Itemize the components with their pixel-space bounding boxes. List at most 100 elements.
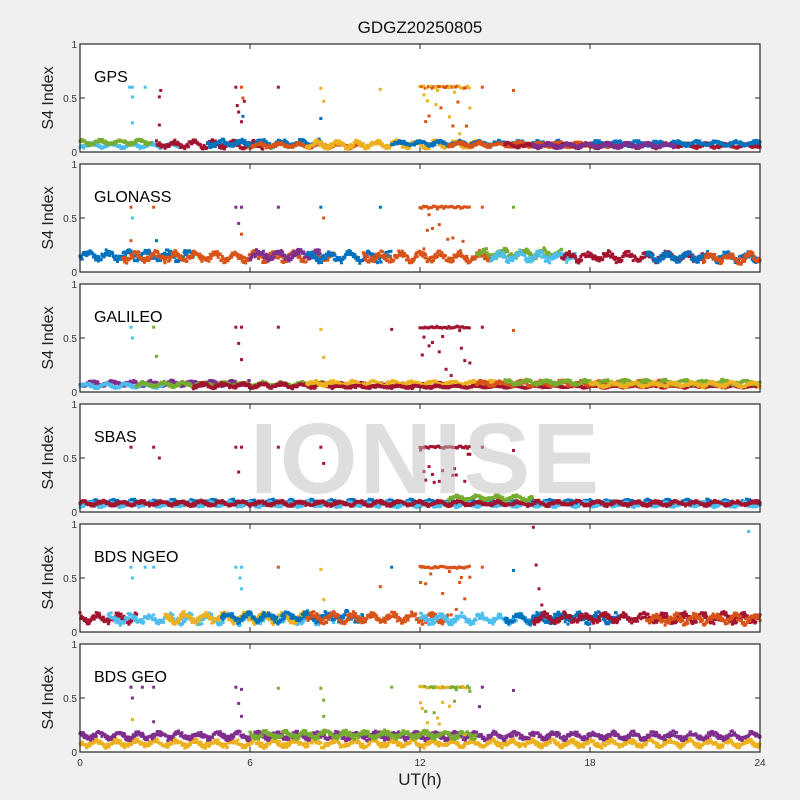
- data-point: [427, 114, 431, 118]
- data-point: [93, 253, 97, 257]
- data-point: [176, 259, 180, 263]
- data-point: [315, 249, 319, 253]
- data-point: [275, 144, 279, 148]
- data-point: [240, 120, 243, 124]
- data-point: [385, 259, 389, 263]
- data-point: [209, 145, 213, 149]
- data-point: [114, 254, 118, 258]
- data-point: [480, 205, 484, 209]
- data-point: [91, 252, 95, 256]
- data-point: [261, 249, 265, 253]
- data-point: [461, 239, 465, 243]
- data-point: [620, 258, 624, 262]
- data-point: [698, 139, 702, 143]
- data-point: [405, 258, 409, 262]
- data-point: [294, 253, 298, 257]
- data-point: [465, 254, 469, 258]
- data-point: [449, 84, 453, 88]
- data-point: [639, 143, 643, 147]
- data-point: [299, 259, 303, 263]
- data-point: [199, 254, 203, 258]
- data-point: [116, 259, 120, 263]
- data-point: [334, 139, 338, 143]
- data-point: [116, 257, 120, 261]
- data-point: [485, 251, 489, 255]
- data-point: [375, 142, 379, 146]
- data-point: [92, 142, 96, 146]
- data-points: [78, 84, 762, 151]
- data-point: [378, 87, 382, 91]
- data-point: [137, 250, 141, 254]
- data-point: [157, 95, 161, 99]
- data-point: [502, 253, 506, 257]
- data-point: [157, 123, 161, 127]
- data-point: [320, 261, 324, 265]
- data-point: [197, 255, 201, 259]
- data-point: [513, 256, 517, 260]
- data-point: [635, 146, 639, 150]
- data-point: [242, 256, 246, 260]
- data-point: [261, 147, 265, 151]
- data-point: [324, 256, 328, 260]
- data-point: [82, 146, 86, 150]
- data-point: [529, 252, 533, 256]
- data-point: [577, 140, 581, 144]
- data-point: [247, 258, 251, 262]
- data-point: [427, 258, 431, 262]
- data-point: [613, 257, 617, 261]
- data-point: [80, 257, 84, 261]
- data-point: [142, 260, 146, 264]
- data-point: [298, 141, 302, 145]
- data-point: [183, 147, 187, 151]
- data-point: [159, 256, 163, 260]
- data-point: [372, 260, 376, 264]
- data-point: [360, 144, 364, 148]
- data-point: [695, 147, 699, 151]
- data-point: [427, 146, 431, 150]
- data-point: [358, 261, 362, 265]
- data-point: [420, 85, 424, 89]
- data-point: [604, 254, 608, 258]
- data-point: [351, 255, 355, 259]
- data-point: [450, 85, 454, 89]
- data-point: [159, 258, 163, 262]
- data-point: [595, 258, 599, 262]
- data-point: [586, 250, 590, 254]
- data-point: [248, 142, 252, 146]
- data-point: [227, 141, 231, 145]
- data-point: [452, 253, 456, 257]
- data-point: [163, 146, 167, 150]
- data-point: [411, 259, 415, 263]
- data-point: [276, 256, 280, 260]
- data-point: [316, 258, 320, 262]
- data-point: [511, 259, 515, 263]
- data-point: [173, 138, 177, 142]
- data-point: [425, 228, 429, 232]
- data-point: [229, 140, 233, 144]
- data-point: [118, 143, 122, 147]
- axes-background: [80, 44, 760, 152]
- data-point: [193, 138, 197, 142]
- data-points: [78, 204, 762, 266]
- data-point: [507, 260, 511, 264]
- data-point: [432, 256, 436, 260]
- data-point: [201, 147, 205, 151]
- data-point: [296, 247, 300, 251]
- data-point: [176, 252, 180, 256]
- data-point: [482, 250, 486, 254]
- data-point: [219, 141, 223, 145]
- data-point: [570, 256, 574, 260]
- data-point: [384, 146, 388, 150]
- data-point: [124, 252, 128, 256]
- data-point: [648, 141, 651, 145]
- data-point: [561, 145, 565, 149]
- data-point: [377, 251, 381, 255]
- data-point: [431, 144, 435, 148]
- data-point: [205, 146, 209, 150]
- data-point: [557, 249, 561, 253]
- data-point: [224, 259, 228, 263]
- data-point: [669, 251, 673, 255]
- data-point: [126, 250, 130, 254]
- data-point: [310, 146, 314, 150]
- y-tick-label: 1: [71, 160, 77, 171]
